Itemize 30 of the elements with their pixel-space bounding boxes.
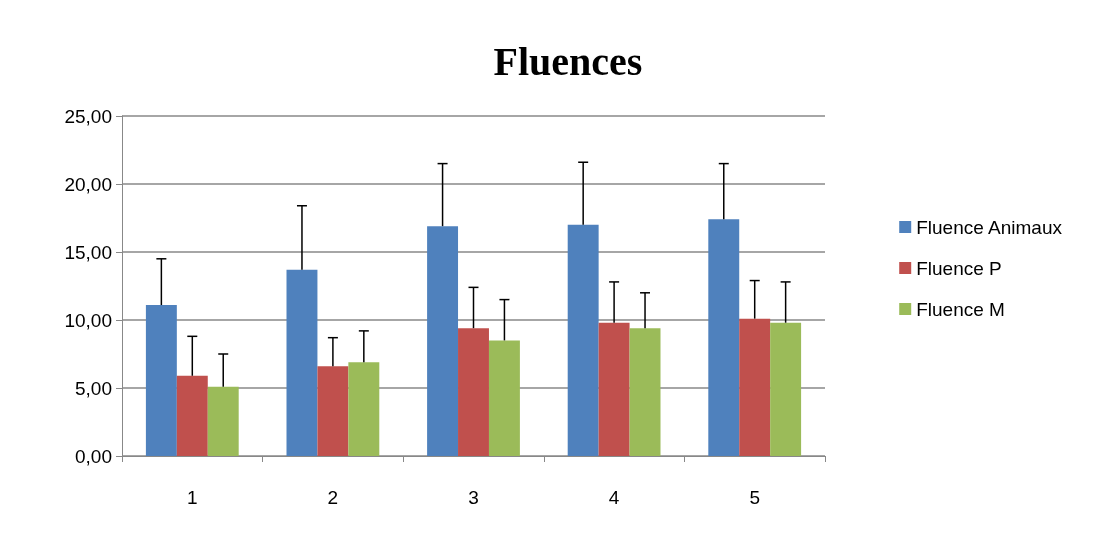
x-tick-label: 2 — [327, 487, 339, 508]
bar — [286, 269, 318, 456]
legend-label: Fluence Animaux — [916, 216, 1063, 238]
bar — [708, 219, 740, 456]
bar — [145, 305, 177, 456]
y-tick-label: 25,00 — [64, 105, 112, 127]
bar — [598, 322, 630, 456]
bar — [739, 318, 771, 456]
x-tick-label: 4 — [608, 487, 620, 508]
x-tick-label: 5 — [749, 487, 760, 508]
bar — [176, 375, 208, 456]
x-tick-label: 3 — [468, 487, 479, 508]
bar — [317, 366, 349, 456]
bar — [207, 386, 239, 456]
bar — [458, 328, 489, 456]
chart-title: Fluences — [493, 38, 643, 84]
x-tick-label: 1 — [187, 487, 198, 508]
legend-label: Fluence M — [916, 298, 1005, 320]
bar — [567, 224, 599, 456]
y-tick-label: 20,00 — [64, 173, 112, 195]
y-tick-label: 10,00 — [64, 309, 112, 331]
y-tick-label: 15,00 — [64, 241, 112, 263]
bar — [427, 226, 459, 456]
bar — [348, 362, 380, 456]
legend-label: Fluence P — [916, 257, 1002, 279]
bar — [488, 340, 520, 456]
y-tick-label: 5,00 — [75, 377, 112, 399]
bar — [770, 322, 802, 456]
y-tick-label: 0,00 — [75, 445, 112, 467]
bar — [629, 328, 661, 456]
